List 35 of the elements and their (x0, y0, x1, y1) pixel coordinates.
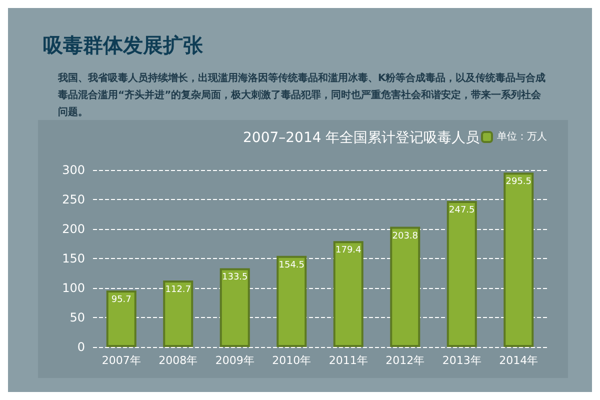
data-label: 154.5 (278, 260, 305, 270)
y-tick-label: 300 (62, 163, 85, 177)
y-tick-label: 200 (62, 222, 85, 236)
data-label: 112.7 (165, 285, 192, 296)
bar (163, 280, 194, 347)
x-tick-label: 2008年 (158, 354, 198, 367)
y-tick-label: 250 (62, 192, 85, 206)
bar (504, 172, 534, 347)
x-tick-label: 2013年 (442, 354, 482, 367)
y-tick-label: 0 (77, 340, 85, 354)
data-label: 295.5 (506, 177, 532, 188)
data-label: 203.8 (392, 231, 418, 242)
bar (390, 226, 420, 347)
y-tick-label: 50 (70, 310, 85, 324)
x-tick-label: 2007年 (102, 354, 141, 367)
data-label: 247.5 (448, 205, 475, 216)
chart-title: 吸毒群体发展扩张 (43, 33, 204, 57)
bar (106, 290, 136, 347)
bar (276, 256, 307, 347)
x-tick-label: 2012年 (386, 354, 425, 367)
y-tick-label: 150 (62, 252, 85, 266)
data-label: 95.7 (111, 295, 132, 306)
text: 我国、我省吸毒人员持续增长，出现滥用海洛因等传统毒品和滥用冰毒、K粉等合成毒品，以及传统毒品与合成毒品混合滥用“齐头并进”的复杂局面，极大刺激了毒品犯罪，同时也严重危害社会和谐安定，带来一系列社会问题。 (57, 72, 546, 118)
chart-subtitle: 2007–2014 年全国累计登记吸毒人员 (243, 130, 480, 146)
bar (446, 200, 477, 347)
bar (333, 241, 364, 347)
bar (220, 268, 250, 347)
x-tick-label: 2009年 (215, 354, 254, 367)
x-tick-label: 2014年 (499, 354, 538, 367)
data-label: 133.5 (222, 272, 248, 283)
y-tick-label: 100 (62, 281, 85, 295)
x-tick-label: 2010年 (272, 354, 312, 367)
legend-label: 单位：万人 (497, 130, 547, 142)
data-label: 179.4 (335, 246, 362, 256)
x-tick-label: 2011年 (328, 354, 368, 367)
